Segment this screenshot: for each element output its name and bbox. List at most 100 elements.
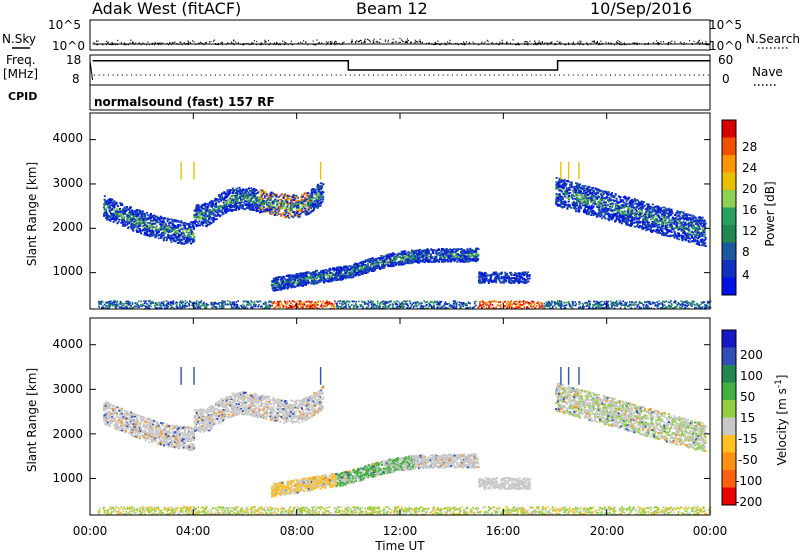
noise-point (335, 41, 337, 43)
power-cell (189, 226, 192, 228)
power-cell (192, 234, 195, 237)
nave-point (689, 74, 691, 76)
nave-point (456, 74, 458, 76)
power-cell (523, 306, 526, 308)
power-cell (131, 224, 134, 227)
nave-point (331, 74, 333, 76)
noise-point (192, 40, 194, 42)
power-cell (119, 306, 121, 309)
power-cell (445, 306, 448, 309)
power-cell (128, 222, 130, 225)
noise-point (330, 41, 332, 43)
power-cell (315, 199, 318, 201)
power-cell (212, 305, 215, 307)
power-cell (313, 191, 316, 194)
power-cell (166, 303, 168, 305)
power-cell (144, 214, 146, 217)
power-cell (706, 300, 709, 303)
power-cell (261, 190, 264, 193)
power-cell (268, 201, 271, 204)
power-cell (478, 301, 481, 303)
power-cell (237, 300, 239, 302)
power-cell (251, 197, 253, 199)
power-cell (352, 307, 355, 310)
power-cell (481, 300, 484, 302)
power-cell (187, 227, 190, 230)
power-cell (135, 209, 138, 212)
power-cell (556, 300, 559, 302)
power-cell (144, 224, 147, 226)
power-cell (267, 205, 270, 208)
nave-point (391, 74, 393, 76)
power-cell (254, 305, 257, 308)
power-cell (123, 206, 126, 209)
power-cell (151, 229, 154, 232)
power-cell (502, 301, 504, 303)
power-cell (194, 219, 197, 221)
noise-point (477, 43, 479, 46)
noise-point (154, 44, 156, 46)
power-cell (147, 216, 150, 219)
power-cell (397, 307, 399, 309)
power-heatmap (97, 161, 712, 310)
power-cell (239, 195, 242, 198)
noise-point (256, 40, 258, 43)
noise-point (279, 44, 281, 46)
power-cell (333, 303, 335, 306)
power-cell (268, 305, 271, 308)
power-cell (143, 227, 146, 230)
noise-point (526, 41, 528, 43)
power-cell (414, 259, 417, 261)
power-cell (459, 301, 461, 304)
power-cell (113, 304, 116, 307)
power-cell (239, 304, 242, 307)
power-cell (315, 191, 318, 194)
power-cell (177, 220, 180, 223)
power-cell (353, 305, 356, 308)
nave-point (503, 74, 505, 76)
power-cell (423, 261, 426, 264)
power-cell (663, 304, 666, 306)
power-cell (135, 210, 138, 213)
power-cell (289, 208, 291, 210)
power-cell (383, 307, 386, 309)
power-cell (316, 184, 319, 187)
power-cell (212, 303, 214, 306)
power-cell (314, 303, 316, 305)
power-cell (202, 212, 205, 215)
power-cell (378, 306, 380, 308)
power-cell (165, 226, 168, 229)
power-cell (110, 300, 112, 302)
power-cell (177, 229, 180, 232)
power-cell (599, 304, 601, 306)
power-cell (698, 304, 701, 307)
noise-point (179, 41, 181, 43)
nsky-label: N.Sky (2, 32, 36, 46)
power-cell (163, 304, 166, 307)
power-cell (241, 188, 244, 191)
power-cell (372, 300, 374, 303)
power-cell (546, 305, 549, 308)
power-cell (189, 300, 191, 302)
power-cell (239, 197, 242, 199)
power-cell (215, 305, 218, 308)
power-cell (212, 205, 215, 207)
power-cell (593, 300, 595, 303)
power-cell (428, 305, 430, 308)
noise-point (336, 42, 338, 44)
power-cell (146, 211, 149, 214)
power-cell (165, 300, 168, 302)
power-cell (115, 201, 118, 204)
power-cell (579, 302, 582, 305)
power-cell (172, 300, 175, 302)
nave-point (210, 74, 212, 76)
power-cell (250, 301, 253, 304)
power-cell (224, 303, 227, 306)
power-cell (377, 302, 379, 304)
noise-point (318, 41, 320, 44)
power-cell (454, 307, 456, 310)
noise-point (368, 39, 370, 41)
power-cell (238, 201, 241, 204)
power-cell (254, 206, 257, 209)
power-cell (135, 229, 138, 231)
